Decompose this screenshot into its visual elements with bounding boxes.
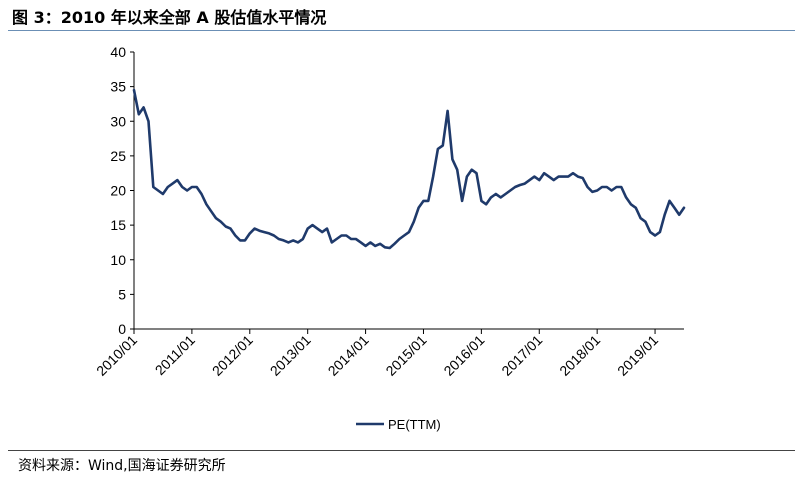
y-tick-label: 30: [110, 113, 126, 129]
x-tick-label: 2014/01: [325, 332, 372, 379]
x-tick-label: 2017/01: [498, 332, 545, 379]
y-axis-ticks: 0 5 10 15 20 25 30 35 40: [110, 44, 134, 337]
x-tick-label: 2015/01: [382, 332, 429, 379]
y-tick-label: 15: [110, 217, 126, 233]
y-tick-label: 20: [110, 183, 126, 199]
legend-label-pe-ttm: PE(TTM): [388, 417, 441, 432]
x-axis-ticks: 2010/01 2011/01 2012/01 2013/01 2014/01 2015/…: [93, 329, 661, 379]
x-tick-label: 2010/01: [93, 332, 140, 379]
x-tick-label: 2019/01: [614, 332, 661, 379]
y-tick-label: 25: [110, 148, 126, 164]
x-tick-label: 2018/01: [556, 332, 603, 379]
y-tick-label: 5: [118, 286, 126, 302]
x-tick-label: 2016/01: [440, 332, 487, 379]
series-line-pe-ttm: [132, 88, 686, 250]
source-note: 资料来源：Wind,国海证券研究所: [18, 458, 226, 474]
y-tick-label: 0: [118, 321, 126, 337]
y-tick-label: 35: [110, 79, 126, 95]
title-rule: [8, 30, 795, 31]
x-tick-label: 2011/01: [152, 332, 199, 379]
y-tick-label: 40: [110, 44, 126, 60]
x-tick-label: 2013/01: [267, 332, 314, 379]
chart-axes: [133, 52, 684, 330]
x-tick-label: 2012/01: [209, 332, 256, 379]
chart-title: 图 3：2010 年以来全部 A 股估值水平情况: [12, 8, 327, 27]
y-tick-label: 10: [110, 252, 126, 268]
chart-legend: PE(TTM): [356, 417, 441, 432]
footer-rule: [8, 450, 795, 451]
